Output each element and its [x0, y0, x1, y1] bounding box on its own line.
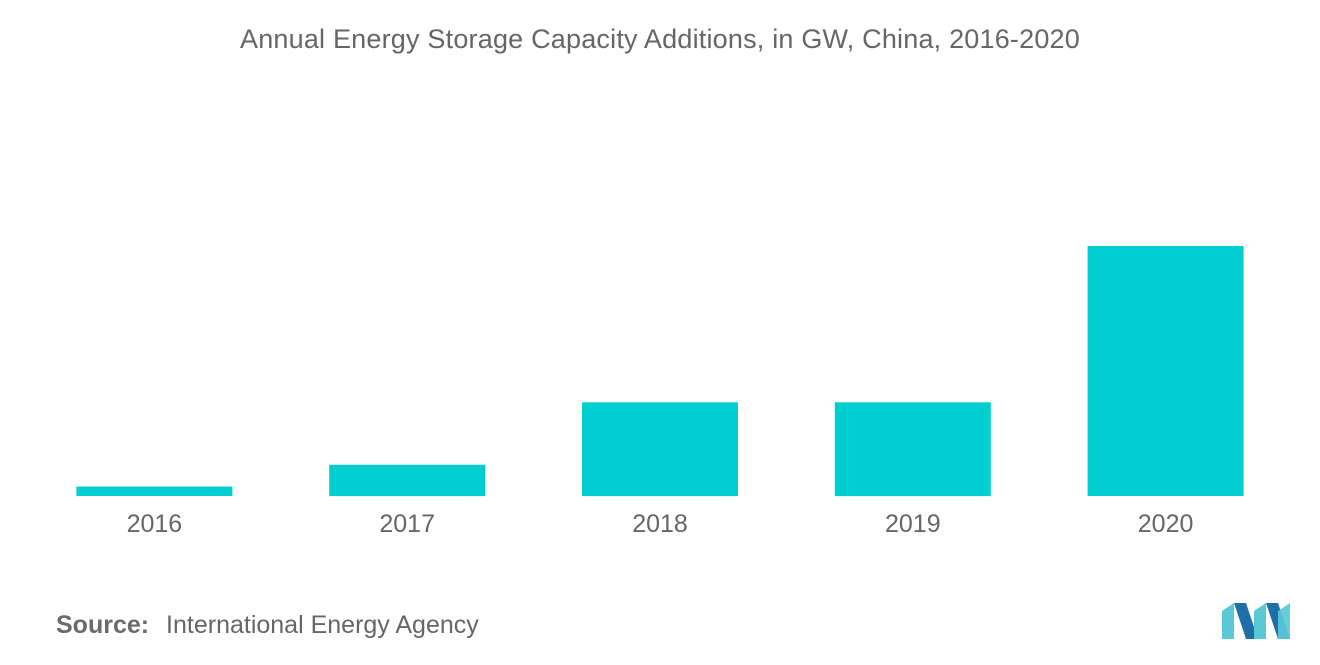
bar-2018 [582, 402, 738, 497]
x-tick-label-2016: 2016 [127, 510, 183, 538]
x-tick-label-2020: 2020 [1138, 510, 1194, 538]
x-tick-label-2017: 2017 [379, 510, 435, 538]
bar-chart: 2016 2017 2018 2019 2020 [76, 246, 1244, 538]
company-logo-icon [1222, 603, 1290, 639]
bar-2017 [329, 464, 486, 497]
bar-2016 [76, 486, 233, 496]
x-tick-label-2019: 2019 [885, 510, 941, 538]
bar-2020 [1087, 246, 1244, 496]
chart-title: Annual Energy Storage Capacity Additions… [239, 24, 1080, 54]
bar-2019 [834, 402, 991, 497]
source-label: Source: [56, 611, 150, 639]
source-text: International Energy Agency [166, 611, 479, 639]
x-tick-label-2018: 2018 [632, 510, 688, 538]
source-note: Source: International Energy Agency [56, 611, 479, 640]
